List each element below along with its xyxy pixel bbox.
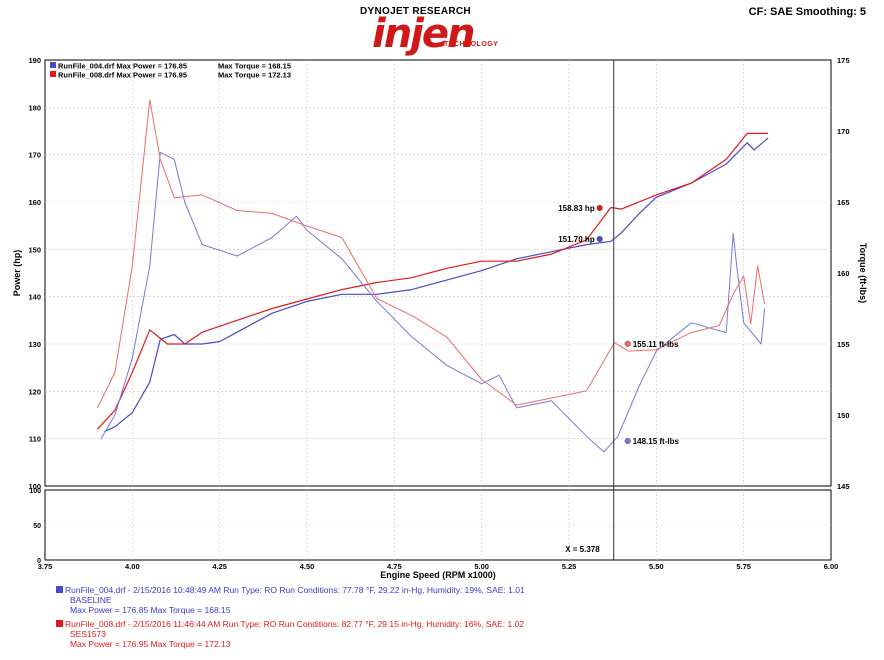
y-right-tick-label: 165 [837, 198, 850, 207]
main-plot-frame [44, 59, 832, 487]
sub-grid [45, 490, 831, 560]
legend-label-blue: RunFile_004.drf Max Power = 176.85 [58, 62, 187, 71]
y-right-tick-label: 170 [837, 127, 850, 136]
y-left-tick-label: 170 [28, 151, 41, 160]
x-tick-label: 5.00 [474, 562, 489, 571]
red-power-marker [596, 204, 603, 211]
y-left-tick-label: 120 [28, 387, 41, 396]
footer-swatch-blue [56, 586, 63, 593]
sub-y-tick-label: 100 [29, 488, 41, 495]
blue-power-readout: 151.70 hp [558, 235, 595, 244]
series-layer [96, 99, 769, 453]
y-left-tick-label: 110 [29, 435, 41, 444]
main-grid [45, 60, 831, 486]
y-axis-left-label: Power (hp) [12, 250, 22, 297]
x-tick-label: 5.25 [562, 562, 577, 571]
x-tick-label: 4.00 [125, 562, 140, 571]
series-line-power-0 [104, 137, 769, 433]
x-axis-label: Engine Speed (RPM x1000) [380, 570, 496, 580]
x-tick-label: 3.75 [38, 562, 53, 571]
x-tick-label: 5.75 [736, 562, 751, 571]
footer-run-blue-line2: BASELINE [70, 595, 112, 605]
dynojet-research-label: DYNOJET RESEARCH [360, 6, 471, 17]
footer-run-blue-details: RunFile_004.drf - 2/15/2016 10:48:49 AM … [65, 585, 525, 595]
legend-swatch-red [50, 71, 56, 77]
y-left-tick-label: 100 [28, 482, 41, 491]
sub-y-tick-label: 0 [37, 558, 41, 565]
x-tick-label: 4.25 [212, 562, 227, 571]
y-left-tick-label: 190 [28, 56, 41, 65]
cursor-markers [596, 204, 631, 444]
settings-readout: CF: SAE Smoothing: 5 [748, 6, 866, 18]
y-left-tick-label: 160 [28, 198, 41, 207]
injen-logo: injen [372, 11, 476, 57]
x-tick-label: 6.00 [824, 562, 839, 571]
cursor-x-readout: X = 5.378 [565, 545, 600, 554]
axis-ticks: 3.75 4.00 4.25 4.50 4.75 5.00 5.25 5.50 5.75 6.00… [28, 56, 849, 571]
y-right-tick-label: 175 [837, 56, 850, 65]
footer-swatch-red [56, 620, 63, 627]
injen-technology-label: TECHNOLOGY [444, 41, 499, 48]
y-left-tick-label: 150 [28, 245, 41, 254]
footer-run-blue-line3: Max Power = 176.85 Max Torque = 168.15 [70, 605, 231, 615]
legend-torque-blue: Max Torque = 168.15 [218, 62, 291, 71]
legend-torque-red: Max Torque = 172.13 [218, 71, 291, 80]
footer-run-red-line1: RunFile_008.drf - 2/15/2016 11:46:44 AM … [56, 619, 524, 629]
series-line-torque-3 [96, 99, 766, 409]
blue-power-marker [596, 236, 603, 243]
series-line-power-1 [96, 132, 769, 430]
y-right-tick-label: 150 [837, 411, 850, 420]
red-power-readout: 158.83 hp [558, 204, 595, 213]
blue-torque-readout: 148.15 ft-lbs [633, 437, 680, 446]
series-line-torque-2 [100, 151, 766, 453]
y-right-tick-label: 160 [837, 269, 850, 278]
blue-torque-marker [624, 437, 631, 444]
footer-run-red-details: RunFile_008.drf - 2/15/2016 11:46:44 AM … [65, 619, 525, 629]
y-left-tick-label: 130 [28, 340, 41, 349]
footer-run-blue: RunFile_004.drf - 2/15/2016 10:48:49 AM … [56, 585, 525, 615]
x-tick-label: 4.75 [387, 562, 402, 571]
legend-swatch-blue [50, 62, 56, 68]
footer-run-red-line3: Max Power = 176.95 Max Torque = 172.13 [70, 639, 231, 649]
red-torque-marker [624, 340, 631, 347]
sub-y-tick-label: 50 [33, 523, 41, 530]
x-tick-label: 4.50 [300, 562, 315, 571]
y-right-tick-label: 145 [837, 482, 850, 491]
footer-run-blue-line1: RunFile_004.drf - 2/15/2016 10:48:49 AM … [56, 585, 525, 595]
footer-run-red: RunFile_008.drf - 2/15/2016 11:46:44 AM … [56, 619, 524, 649]
y-left-tick-label: 140 [28, 293, 41, 302]
x-tick-label: 5.50 [649, 562, 664, 571]
red-torque-readout: 155.11 ft-lbs [633, 340, 679, 349]
y-axis-right-label: Torque (ft-lbs) [858, 243, 868, 303]
y-right-tick-label: 155 [837, 340, 850, 349]
y-left-tick-label: 180 [28, 103, 41, 112]
footer-run-red-line2: SES1573 [70, 629, 106, 639]
legend-label-red: RunFile_008.drf Max Power = 176.95 [58, 71, 187, 80]
